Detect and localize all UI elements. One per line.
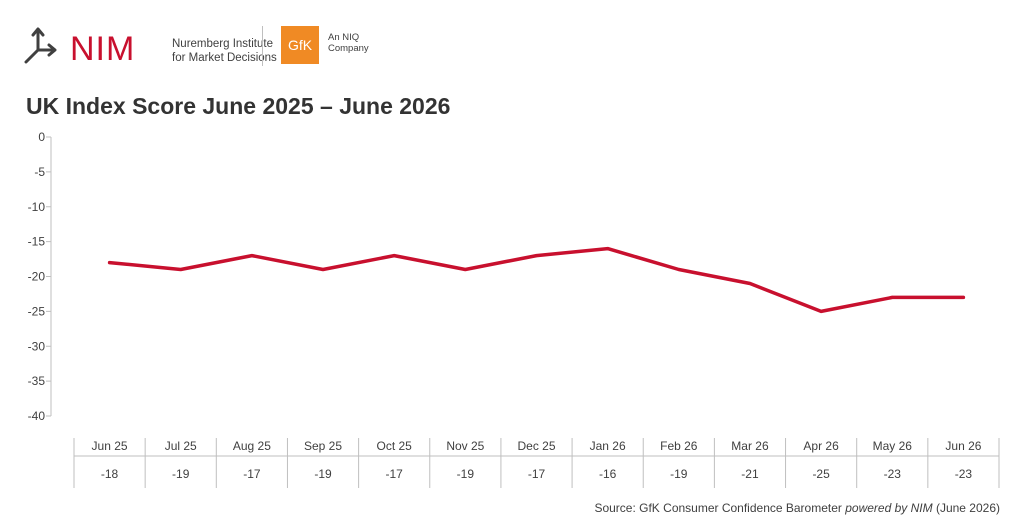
x-tick-label: Jan 26 — [590, 439, 626, 453]
data-point — [108, 261, 112, 265]
data-label: -23 — [884, 467, 902, 481]
y-tick-label: -20 — [28, 270, 46, 284]
x-tick-label: Jul 25 — [165, 439, 197, 453]
source-note: Source: GfK Consumer Confidence Baromete… — [594, 501, 1000, 515]
data-point — [321, 268, 325, 272]
data-point — [677, 268, 681, 272]
nim-arrow-icon — [24, 27, 57, 64]
x-tick-label: Dec 25 — [517, 439, 555, 453]
data-point — [463, 268, 467, 272]
y-tick-label: -40 — [28, 409, 46, 423]
nim-subtitle-line2: for Market Decisions — [172, 52, 277, 64]
logo-area: NIM Nuremberg Institute for Market Decis… — [24, 24, 384, 68]
source-prefix: Source: GfK Consumer Confidence Baromete… — [594, 501, 846, 515]
data-label: -19 — [172, 467, 190, 481]
nim-subtitle-line1: Nuremberg Institute — [172, 38, 273, 50]
data-label: -17 — [386, 467, 404, 481]
data-point — [748, 281, 752, 285]
y-tick-label: -35 — [28, 374, 46, 388]
y-tick-label: -5 — [34, 165, 45, 179]
data-label: -17 — [243, 467, 261, 481]
x-tick-label: Apr 26 — [803, 439, 839, 453]
data-point — [392, 254, 396, 258]
data-point — [961, 295, 965, 299]
source-emphasis: powered by NIM — [845, 501, 933, 515]
data-label: -16 — [599, 467, 617, 481]
x-tick-label: Sep 25 — [304, 439, 342, 453]
source-suffix: (June 2026) — [932, 501, 1000, 515]
y-tick-label: -25 — [28, 304, 46, 318]
data-point — [890, 295, 894, 299]
data-label: -19 — [457, 467, 475, 481]
x-tick-label: Feb 26 — [660, 439, 698, 453]
y-tick-label: -15 — [28, 235, 46, 249]
data-point — [606, 247, 610, 251]
series-line — [107, 246, 966, 314]
data-label: -23 — [955, 467, 973, 481]
data-label: -21 — [741, 467, 759, 481]
x-tick-label: Aug 25 — [233, 439, 271, 453]
gfk-subtitle-line1: An NIQ — [328, 32, 360, 43]
data-point — [179, 268, 183, 272]
x-tick-label: Oct 25 — [377, 439, 413, 453]
y-tick-label: 0 — [38, 130, 45, 144]
x-tick-label: Jun 26 — [945, 439, 981, 453]
x-tick-label: Nov 25 — [446, 439, 484, 453]
nim-subtitle: Nuremberg Institute for Market Decisions — [172, 37, 277, 65]
gfk-subtitle-line2: Company — [328, 43, 369, 54]
data-label: -17 — [528, 467, 546, 481]
y-tick-label: -30 — [28, 339, 46, 353]
data-label: -19 — [314, 467, 332, 481]
data-point — [250, 254, 254, 258]
x-tick-label: Jun 25 — [92, 439, 128, 453]
data-point — [819, 309, 823, 313]
y-tick-label: -10 — [28, 200, 46, 214]
data-label: -25 — [812, 467, 830, 481]
x-tick-label: Mar 26 — [731, 439, 769, 453]
data-label: -19 — [670, 467, 688, 481]
data-point — [535, 254, 538, 258]
nim-logo: NIM — [70, 30, 136, 68]
x-tick-label: May 26 — [873, 439, 913, 453]
gfk-subtitle: An NIQ Company — [328, 32, 369, 54]
chart-title: UK Index Score June 2025 – June 2026 — [26, 93, 451, 119]
data-label: -18 — [101, 467, 119, 481]
gfk-logo: GfK — [281, 26, 319, 64]
logo-divider — [262, 26, 263, 66]
